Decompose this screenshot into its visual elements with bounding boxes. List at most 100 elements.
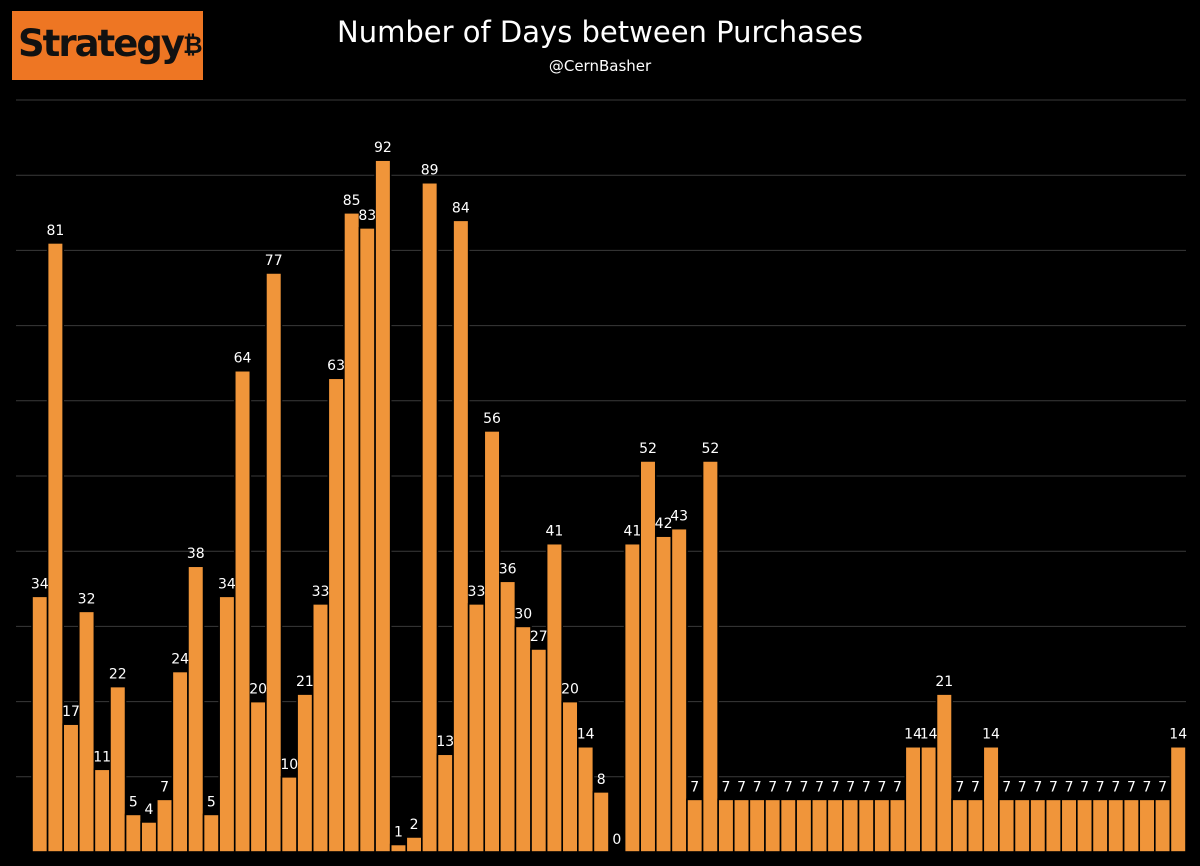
bar (779, 798, 797, 853)
data-label: 36 (499, 561, 517, 577)
data-label: 34 (218, 576, 236, 592)
data-label: 84 (452, 200, 470, 216)
bar (93, 768, 111, 853)
data-label: 14 (1169, 727, 1187, 743)
data-label: 52 (639, 441, 657, 457)
data-label: 17 (62, 704, 80, 720)
strategy-logo-text: Strategy₿ (18, 22, 203, 66)
bar (1060, 798, 1078, 853)
bar (1169, 745, 1187, 853)
bar (904, 745, 922, 853)
bar (358, 227, 376, 853)
bar (124, 813, 142, 853)
bar (202, 813, 220, 853)
data-label: 7 (831, 779, 840, 795)
bar (701, 460, 719, 853)
data-label: 30 (514, 606, 532, 622)
bar (1076, 798, 1094, 853)
data-label: 2 (410, 817, 419, 833)
data-label: 0 (612, 832, 621, 848)
bar (686, 798, 704, 853)
bar (888, 798, 907, 853)
bar (374, 159, 392, 853)
bar (1107, 798, 1125, 853)
data-label: 7 (815, 779, 824, 795)
bar (233, 369, 252, 853)
data-label: 7 (784, 779, 793, 795)
data-label: 34 (31, 576, 49, 592)
bar (514, 625, 532, 853)
bar (249, 700, 267, 853)
data-label: 14 (920, 727, 938, 743)
data-label: 52 (701, 441, 719, 457)
data-label: 14 (982, 727, 1000, 743)
bar (1138, 798, 1156, 853)
data-label: 81 (46, 223, 64, 239)
data-label: 7 (1018, 779, 1027, 795)
bar (46, 242, 64, 853)
strategy-logo-word: Strategy (18, 22, 185, 65)
bar (1122, 798, 1141, 853)
bar (452, 219, 470, 853)
data-label: 24 (171, 652, 189, 668)
bar (405, 836, 423, 853)
bar (296, 693, 314, 853)
bar (280, 775, 298, 853)
bar (311, 603, 330, 853)
bar (561, 700, 579, 853)
data-label: 42 (655, 516, 673, 532)
bar (109, 685, 127, 853)
data-label: 7 (799, 779, 808, 795)
data-label: 56 (483, 411, 501, 427)
data-label: 7 (1049, 779, 1058, 795)
bar (1154, 798, 1172, 853)
data-label: 7 (955, 779, 964, 795)
data-label: 38 (187, 546, 205, 562)
bar (31, 595, 49, 853)
data-label: 92 (374, 140, 392, 156)
bar (62, 723, 80, 853)
bar (842, 798, 860, 853)
bar (389, 843, 408, 853)
bar (343, 212, 361, 853)
bar (327, 377, 345, 853)
bar (966, 798, 985, 853)
bar (1044, 798, 1063, 853)
chart-title: Number of Days between Purchases (337, 15, 863, 49)
bar (670, 527, 688, 853)
data-label: 10 (280, 757, 298, 773)
data-label: 7 (1080, 779, 1089, 795)
bar (421, 181, 439, 853)
bar (920, 745, 938, 853)
data-label: 32 (78, 591, 96, 607)
data-label: 7 (721, 779, 730, 795)
bar (654, 535, 673, 853)
data-label: 43 (670, 509, 688, 525)
bar (717, 798, 735, 853)
data-label: 85 (343, 193, 361, 209)
bar (187, 565, 205, 853)
bar (436, 753, 454, 853)
data-label: 7 (1111, 779, 1120, 795)
bar (530, 648, 548, 853)
data-label: 41 (623, 524, 641, 540)
data-label: 14 (577, 727, 595, 743)
data-label: 22 (109, 667, 127, 683)
data-label: 7 (893, 779, 902, 795)
bar (1013, 798, 1031, 853)
data-label: 21 (296, 674, 314, 690)
bar (732, 798, 751, 853)
bar (218, 595, 236, 853)
data-label: 21 (935, 674, 953, 690)
bitcoin-icon: ₿ (182, 31, 203, 59)
data-label: 5 (129, 794, 138, 810)
bar (1029, 798, 1047, 853)
data-label: 7 (753, 779, 762, 795)
data-label: 4 (144, 802, 153, 818)
data-label: 64 (234, 351, 252, 367)
bar (77, 610, 96, 853)
data-label: 7 (160, 779, 169, 795)
bar (857, 798, 875, 853)
data-label: 7 (1158, 779, 1167, 795)
data-label: 7 (1143, 779, 1152, 795)
